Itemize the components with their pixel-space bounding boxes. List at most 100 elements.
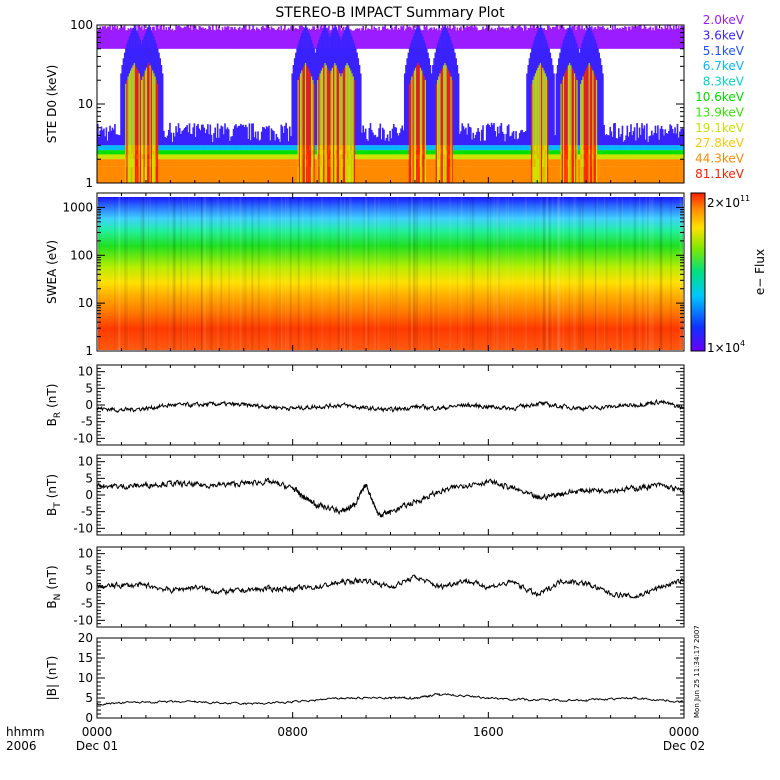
bt-data-point — [536, 497, 538, 499]
ste-channel-mark — [482, 145, 484, 151]
ste-channel-2.0kev-mark — [391, 27, 394, 49]
ste-channel-mark — [385, 154, 388, 160]
ste-channel-2.0kev-mark — [575, 30, 577, 49]
ste-channel-mark — [625, 135, 627, 146]
swea-texture-mark — [310, 197, 313, 350]
ste-channel-2.0kev-mark — [582, 29, 585, 49]
ste-channel-mark — [614, 122, 616, 146]
ste-channel-mark — [498, 166, 500, 183]
ste-event-mark — [150, 67, 153, 183]
ste-channel-mark — [237, 145, 240, 151]
ste-channel-2.0kev-mark — [657, 28, 659, 49]
ste-channel-mark — [389, 159, 391, 167]
ste-channel-mark — [221, 159, 224, 167]
ste-channel-mark — [177, 150, 180, 155]
ste-channel-mark — [375, 145, 378, 151]
ste-event-mark — [131, 67, 133, 183]
br-y-tick-label: -5 — [81, 415, 93, 429]
ste-channel-mark — [194, 150, 197, 155]
ste-event-mark — [328, 70, 330, 183]
ste-channel-mark — [200, 154, 203, 160]
ste-channel-mark — [556, 65, 559, 146]
ste-channel-mark — [429, 150, 432, 155]
ste-channel-mark — [511, 159, 514, 167]
ste-channel-mark — [275, 150, 278, 155]
ste-channel-mark — [122, 166, 125, 183]
ste-channel-mark — [658, 154, 660, 160]
ste-channel-mark — [619, 166, 621, 183]
ste-channel-mark — [669, 124, 671, 146]
ste-channel-mark — [429, 145, 432, 151]
ste-channel-mark — [285, 166, 287, 183]
ste-channel-mark — [461, 159, 464, 167]
ste-channel-mark — [262, 145, 264, 151]
ste-channel-mark — [430, 150, 433, 155]
ste-channel-mark — [496, 159, 499, 167]
ste-channel-mark — [205, 166, 208, 183]
ste-channel-mark — [183, 145, 186, 151]
ste-channel-2.0kev-mark — [104, 25, 106, 49]
ste-channel-mark — [215, 159, 218, 167]
ste-channel-mark — [356, 145, 358, 151]
ste-channel-mark — [220, 125, 223, 146]
ste-channel-mark — [526, 159, 528, 167]
ste-channel-mark — [507, 150, 510, 155]
ste-channel-mark — [182, 154, 185, 160]
ste-channel-mark — [488, 124, 490, 146]
ste-channel-2.0kev-mark — [501, 26, 504, 49]
ste-channel-mark — [604, 154, 607, 160]
ste-event-mark — [537, 67, 539, 183]
ste-channel-2.0kev-mark — [615, 28, 618, 49]
ste-channel-mark — [397, 154, 400, 160]
ste-channel-mark — [248, 154, 251, 160]
ste-channel-2.0kev-mark — [362, 26, 364, 49]
swea-texture-mark — [118, 197, 121, 350]
ste-channel-2.0kev-mark — [649, 26, 652, 49]
ste-channel-2.0kev-mark — [496, 27, 499, 49]
ste-channel-mark — [394, 150, 396, 155]
ste-channel-mark — [474, 145, 477, 151]
ste-channel-mark — [185, 150, 187, 155]
ste-channel-mark — [434, 166, 437, 183]
swea-texture-mark — [155, 197, 158, 350]
ste-channel-mark — [384, 145, 387, 151]
colorbar-max-exponent: 11 — [740, 194, 750, 203]
ste-channel-mark — [429, 159, 432, 167]
ste-channel-mark — [241, 125, 243, 146]
ste-channel-mark — [108, 145, 110, 151]
ste-channel-mark — [368, 154, 371, 160]
ste-channel-2.0kev-mark — [392, 29, 395, 49]
ste-channel-mark — [204, 133, 207, 146]
ste-channel-mark — [181, 166, 184, 183]
ste-channel-mark — [355, 150, 357, 155]
bn-data-point — [340, 581, 343, 583]
ste-event-mark — [588, 63, 591, 183]
ste-channel-mark — [515, 154, 517, 160]
ste-channel-2.0kev-mark — [154, 30, 157, 49]
ste-channel-mark — [374, 159, 377, 167]
ste-channel-mark — [399, 166, 401, 183]
ste-channel-mark — [121, 166, 124, 183]
ste-channel-mark — [172, 159, 175, 167]
ste-channel-mark — [550, 154, 553, 160]
ste-channel-mark — [515, 166, 517, 183]
ste-channel-mark — [430, 73, 433, 146]
ste-channel-mark — [210, 166, 213, 183]
ste-channel-mark — [219, 166, 221, 183]
ste-channel-mark — [266, 150, 269, 155]
ste-channel-mark — [230, 159, 232, 167]
ste-channel-mark — [517, 145, 520, 151]
ste-channel-mark — [457, 154, 460, 160]
ste-channel-mark — [97, 159, 99, 167]
ste-channel-mark — [251, 154, 253, 160]
ste-channel-mark — [520, 159, 522, 167]
ste-channel-2.0kev-mark — [489, 29, 492, 49]
ste-event-mark — [418, 65, 421, 183]
ste-channel-mark — [122, 159, 125, 167]
ste-event-mark — [416, 65, 418, 183]
ste-channel-mark — [262, 166, 264, 183]
ste-channel-mark — [226, 150, 229, 155]
ste-channel-mark — [255, 159, 258, 167]
ste-channel-mark — [456, 150, 459, 155]
bt-y-axis-label-subscript: T — [53, 502, 63, 509]
